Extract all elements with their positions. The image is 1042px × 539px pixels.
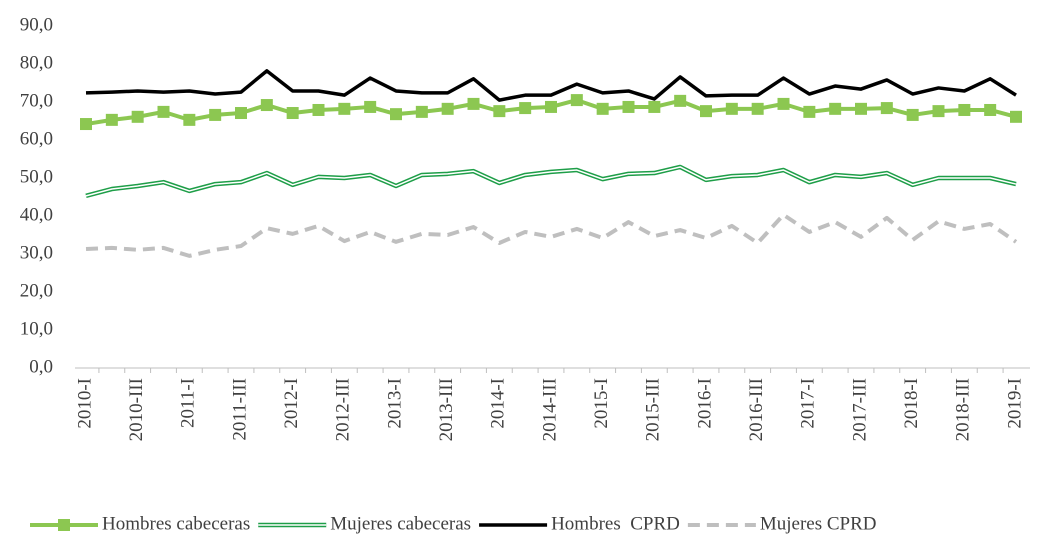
marker xyxy=(751,102,764,115)
marker xyxy=(674,94,687,107)
marker xyxy=(441,102,454,115)
x-tick-label: 2012-I xyxy=(281,378,302,429)
x-tick-label: 2012-III xyxy=(333,378,354,441)
x-tick-label: 2010-III xyxy=(126,378,147,441)
marker xyxy=(700,105,712,118)
marker xyxy=(855,102,867,115)
marker xyxy=(648,100,661,113)
x-tick-label: 2018-III xyxy=(953,378,974,441)
marker xyxy=(906,108,919,121)
x-tick-label: 2011-III xyxy=(229,378,250,441)
marker xyxy=(570,94,583,107)
y-tick-label: 80,0 xyxy=(20,52,53,73)
x-tick-label: 2019-I xyxy=(1004,378,1025,429)
x-tick-label: 2010-I xyxy=(74,378,95,429)
marker xyxy=(880,102,893,115)
marker xyxy=(519,102,532,115)
y-tick-label: 10,0 xyxy=(20,318,53,339)
marker xyxy=(803,105,816,118)
x-tick-label: 2014-III xyxy=(539,378,560,441)
marker xyxy=(467,97,480,110)
x-tick-label: 2015-III xyxy=(643,378,664,441)
marker xyxy=(415,105,428,118)
x-tick-label: 2015-I xyxy=(591,378,612,429)
marker xyxy=(390,108,402,121)
marker xyxy=(596,102,609,115)
marker xyxy=(932,105,945,118)
marker xyxy=(183,113,196,126)
x-tick-label: 2013-I xyxy=(384,378,405,429)
y-tick-label: 70,0 xyxy=(20,90,53,111)
marker xyxy=(829,102,842,115)
marker xyxy=(260,99,273,112)
legend-label: Hombres CPRD xyxy=(551,513,680,534)
marker xyxy=(80,118,92,131)
y-tick-label: 60,0 xyxy=(20,128,53,149)
x-tick-label: 2011-I xyxy=(178,378,199,428)
y-tick-label: 30,0 xyxy=(20,242,53,263)
series-line xyxy=(85,69,1017,102)
marker xyxy=(105,113,118,126)
series-line-inner xyxy=(85,166,1017,197)
marker xyxy=(312,103,325,116)
x-tick-label: 2017-III xyxy=(849,378,870,441)
y-tick-label: 0,0 xyxy=(29,356,53,377)
marker xyxy=(364,100,377,113)
marker xyxy=(235,107,247,120)
marker xyxy=(1010,110,1022,123)
x-tick-label: 2013-III xyxy=(436,378,457,441)
legend-label: Mujeres cabeceras xyxy=(330,513,471,534)
marker xyxy=(984,103,997,116)
marker xyxy=(157,105,170,118)
marker xyxy=(958,103,971,116)
marker xyxy=(209,108,222,121)
x-tick-label: 2014-I xyxy=(488,378,509,429)
marker xyxy=(286,107,299,120)
marker xyxy=(545,100,557,113)
x-tick-label: 2018-I xyxy=(901,378,922,429)
marker xyxy=(131,110,144,123)
x-tick-label: 2017-I xyxy=(798,378,819,429)
marker xyxy=(777,97,790,110)
x-tick-label: 2016-I xyxy=(694,378,715,429)
marker xyxy=(493,105,506,118)
marker xyxy=(338,102,351,115)
y-tick-label: 20,0 xyxy=(20,280,53,301)
marker xyxy=(622,100,635,113)
series-line xyxy=(85,212,1018,258)
y-tick-label: 90,0 xyxy=(20,14,53,35)
marker xyxy=(725,102,738,115)
legend-label: Hombres cabeceras xyxy=(102,513,250,534)
y-tick-label: 40,0 xyxy=(20,204,53,225)
x-tick-label: 2016-III xyxy=(746,378,767,441)
legend-label: Mujeres CPRD xyxy=(760,513,877,534)
legend-marker xyxy=(58,519,70,531)
y-tick-label: 50,0 xyxy=(20,166,53,187)
